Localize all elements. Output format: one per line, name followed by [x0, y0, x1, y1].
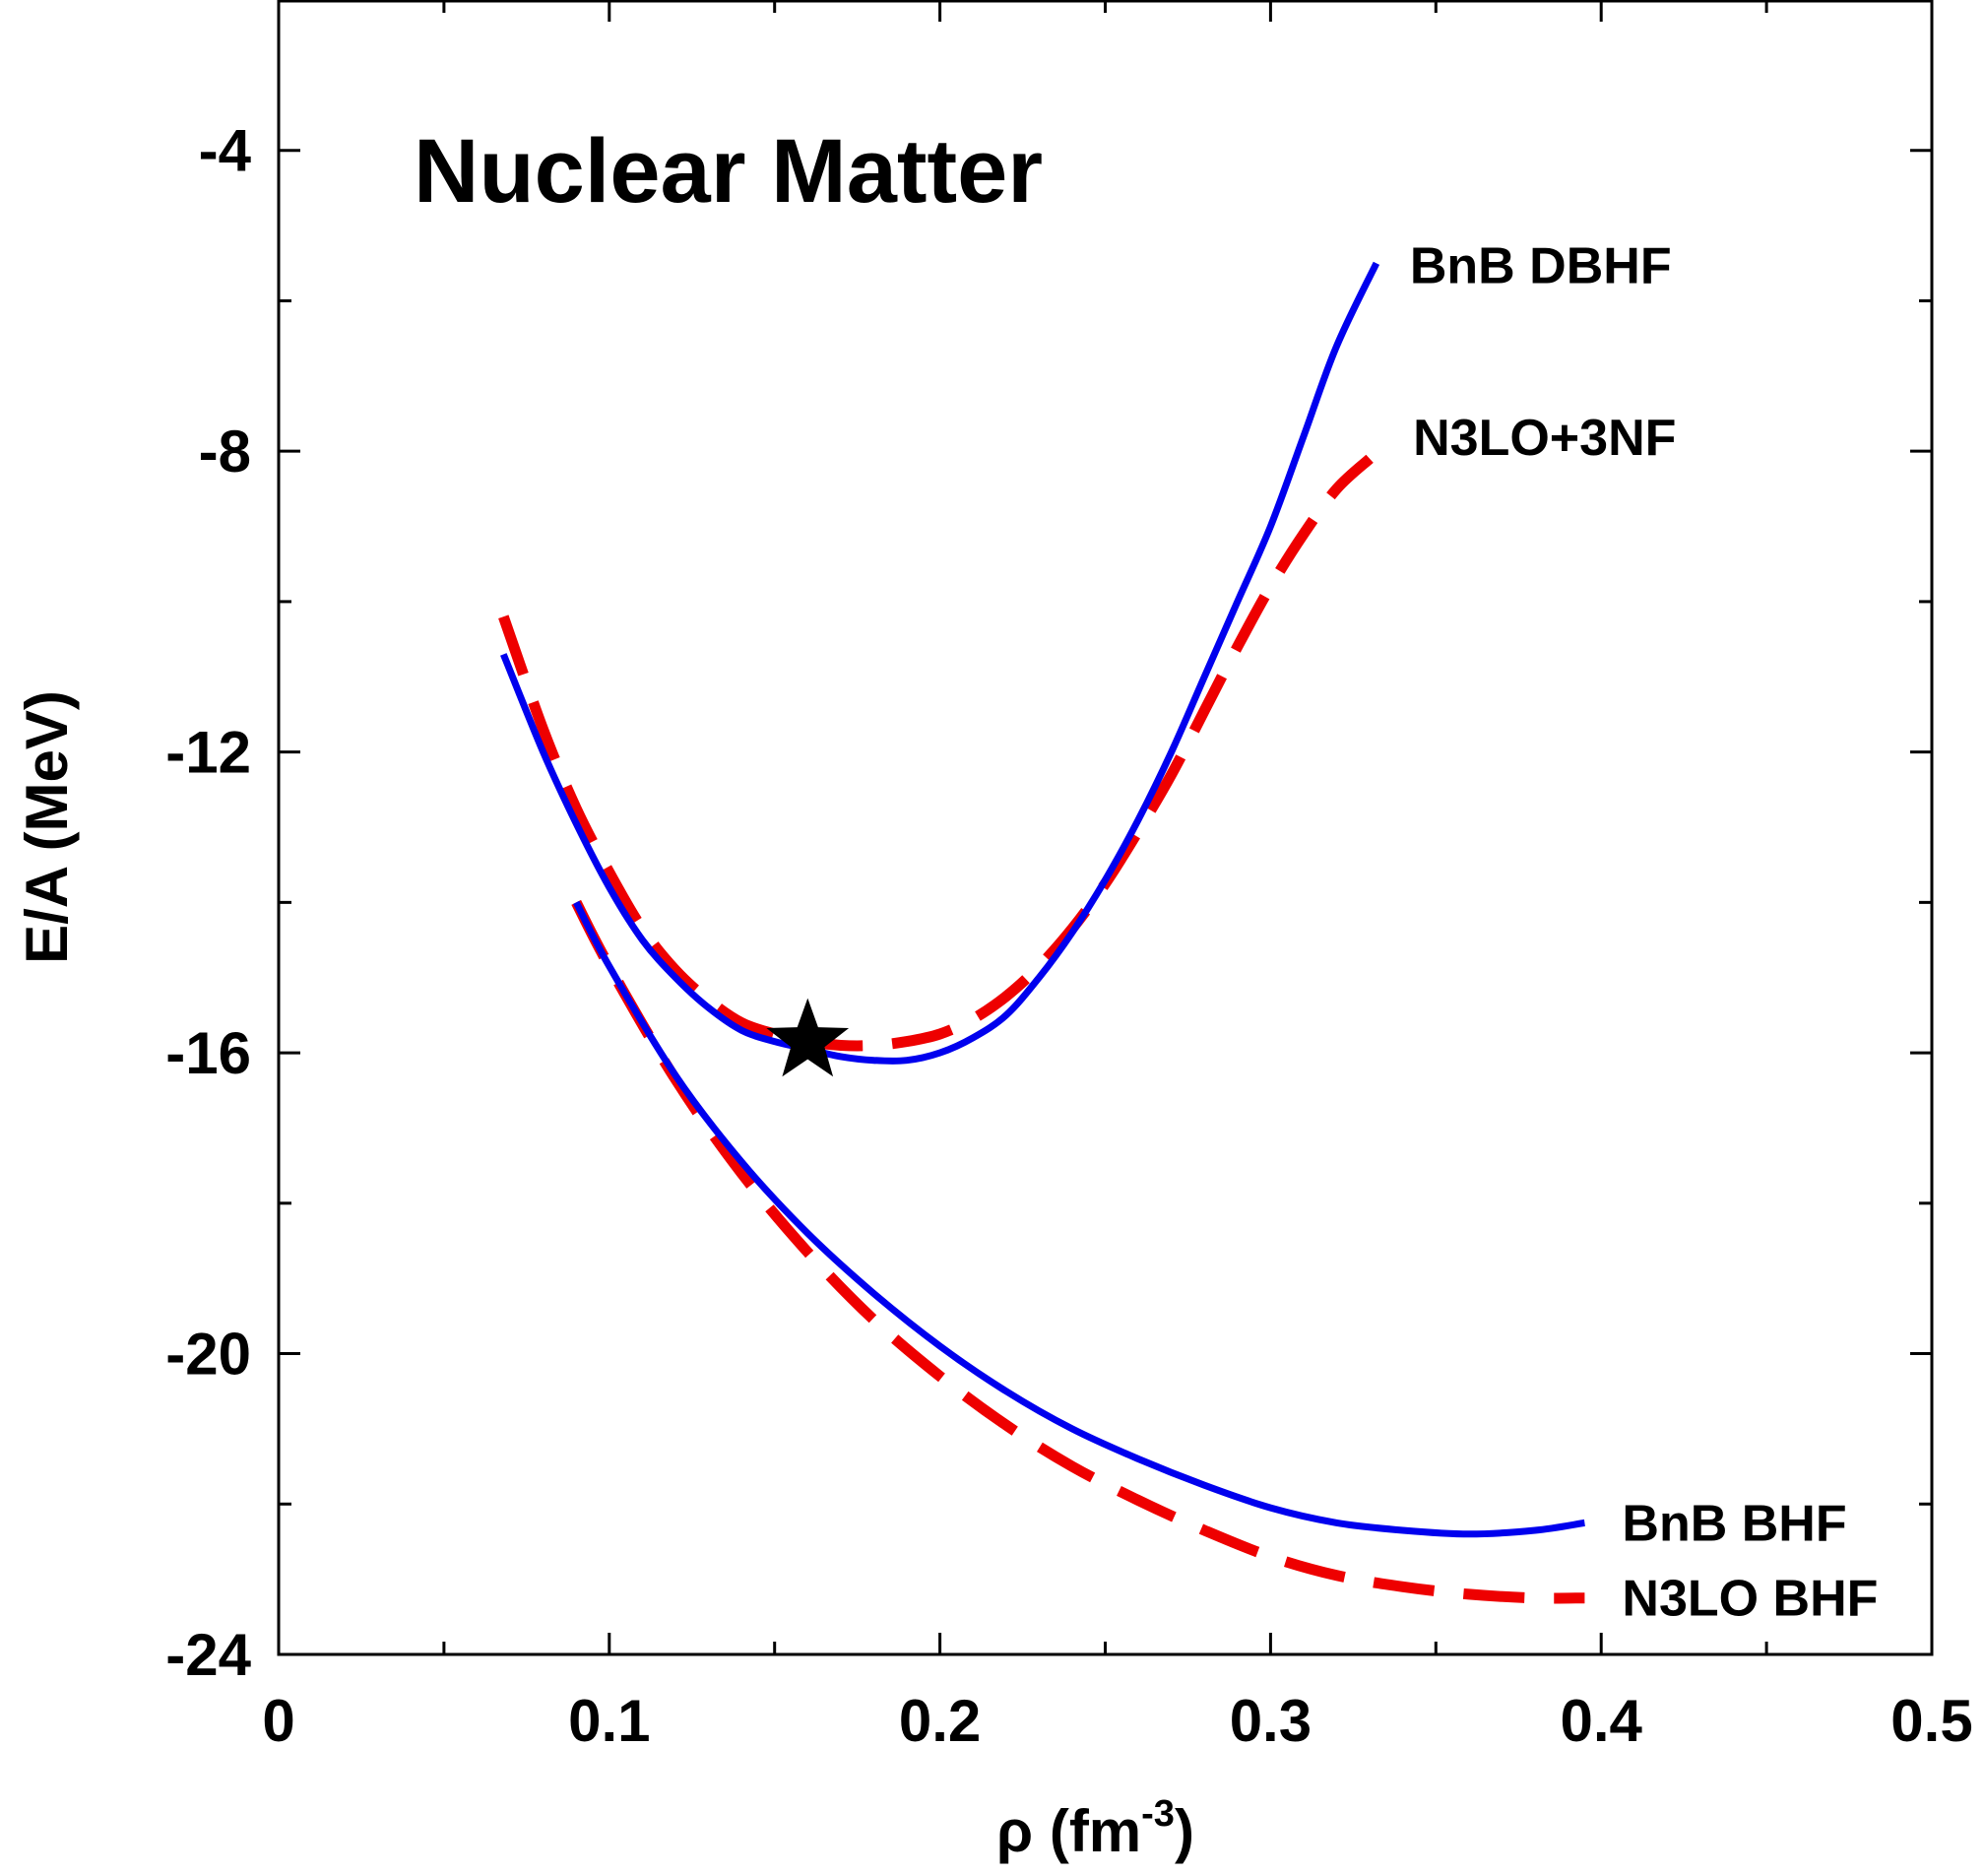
- x-tick-label: 0.5: [1890, 1688, 1972, 1754]
- chart-title: Nuclear Matter: [414, 121, 1043, 222]
- saturation-point-star-icon: [766, 998, 850, 1077]
- y-axis-title: E/A (MeV): [14, 690, 80, 964]
- y-tick-label: -12: [165, 720, 251, 786]
- curve-label: BnB DBHF: [1410, 237, 1672, 294]
- x-tick-label: 0: [262, 1688, 294, 1754]
- curve-label: N3LO+3NF: [1413, 410, 1676, 467]
- series-line-n3lo-3nf: [498, 454, 1374, 1052]
- plot-lines: [498, 261, 1585, 1604]
- x-axis-title-end: ): [1175, 1798, 1194, 1864]
- series-line-n3lo-bhf: [571, 899, 1585, 1604]
- axis-ticks: [277, 0, 1934, 1656]
- x-tick-label: 0.2: [899, 1688, 981, 1754]
- x-tick-label: 0.3: [1230, 1688, 1312, 1754]
- y-tick-label: -8: [199, 419, 251, 485]
- y-tick-label: -20: [165, 1322, 251, 1388]
- x-axis-title-superscript: -3: [1141, 1793, 1175, 1835]
- y-tick-label: -16: [165, 1020, 251, 1086]
- series-line-bnb-bhf: [573, 900, 1585, 1538]
- x-tick-label: 0.4: [1560, 1688, 1642, 1754]
- x-tick-label: 0.1: [568, 1688, 650, 1754]
- plot-frame: [277, 0, 1934, 1656]
- curve-labels: BnB DBHF N3LO+3NF BnB BHF N3LO BHF: [1410, 237, 1879, 1627]
- curve-label: BnB BHF: [1622, 1495, 1846, 1552]
- axis-tick-labels: 0 0.1 0.2 0.3 0.4 0.5 -4 -8 -12 -16 -20 -24: [165, 118, 1972, 1754]
- x-axis-title: ρ (fm-3): [996, 1793, 1194, 1864]
- x-axis-title-main: ρ (fm: [996, 1798, 1141, 1864]
- y-tick-label: -24: [165, 1622, 251, 1688]
- curve-label: N3LO BHF: [1622, 1571, 1878, 1628]
- y-tick-label: -4: [199, 118, 252, 184]
- series-line-bnb-dbhf: [500, 261, 1380, 1065]
